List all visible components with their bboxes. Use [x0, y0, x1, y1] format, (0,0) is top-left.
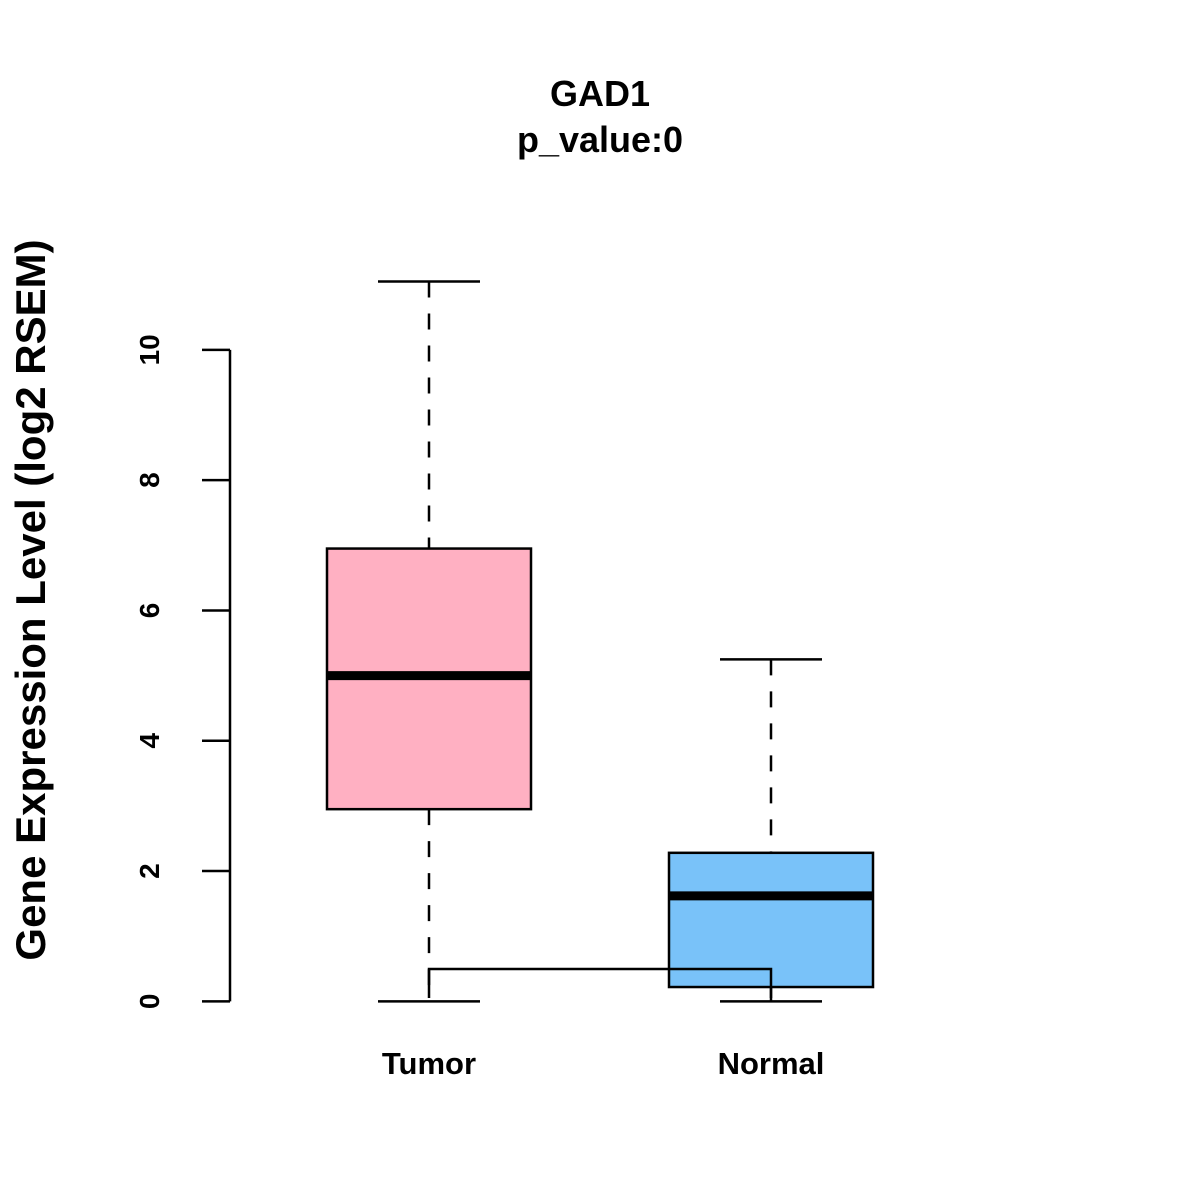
chart-title: GAD1: [550, 73, 650, 114]
y-tick-label-8: 8: [134, 472, 165, 488]
category-labels: Tumor Normal: [382, 1046, 824, 1081]
comparison-bracket: [427, 967, 773, 998]
y-axis: 0 2 4 6 8 10: [134, 334, 232, 1010]
normal-iqr-box: [667, 851, 875, 989]
box-series: [325, 280, 875, 1003]
category-label-normal: Normal: [718, 1046, 825, 1081]
category-label-tumor: Tumor: [382, 1046, 476, 1081]
y-axis-label: Gene Expression Level (log2 RSEM): [7, 239, 54, 960]
y-tick-label-10: 10: [134, 334, 165, 365]
chart-subtitle: p_value:0: [517, 119, 683, 160]
box-tumor: [325, 280, 533, 1003]
y-tick-label-6: 6: [134, 603, 165, 619]
box-normal: [667, 658, 875, 1003]
y-tick-label-2: 2: [134, 863, 165, 879]
y-tick-label-0: 0: [134, 994, 165, 1010]
y-tick-label-4: 4: [134, 733, 165, 749]
bracket-line: [427, 967, 773, 998]
